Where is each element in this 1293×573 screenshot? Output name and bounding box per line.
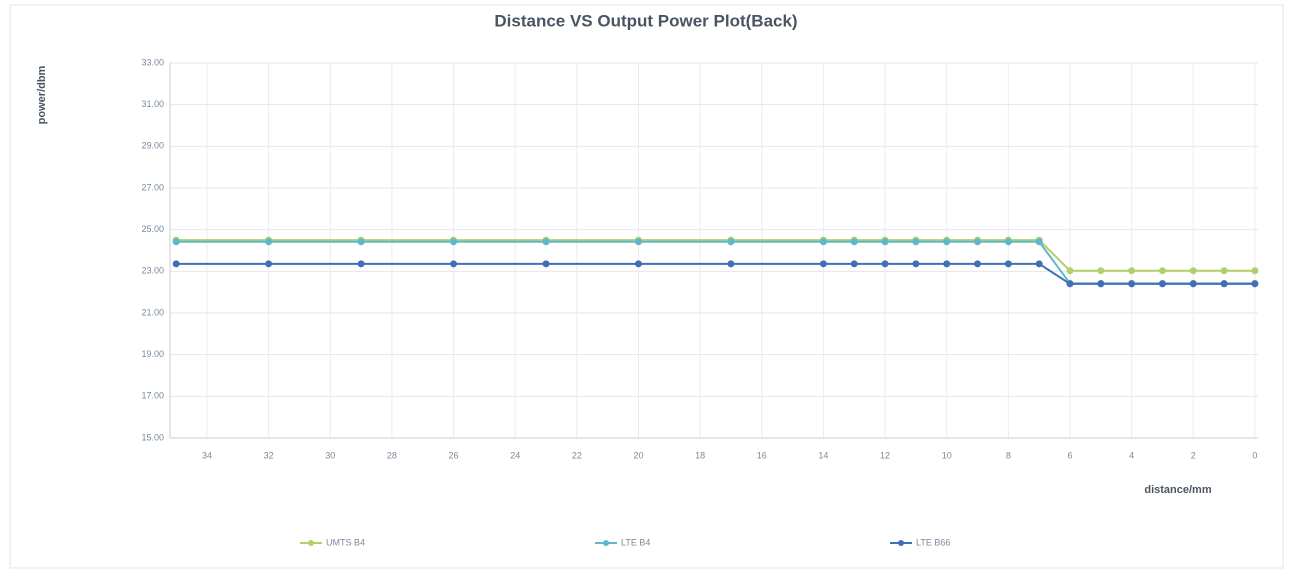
legend-marker <box>898 540 904 546</box>
data-point <box>1097 280 1105 288</box>
data-point <box>974 238 982 246</box>
data-point <box>1035 260 1043 268</box>
data-point <box>634 260 642 268</box>
series-line <box>176 240 1255 285</box>
y-tick-label: 15.00 <box>141 432 164 442</box>
data-point <box>1004 238 1012 246</box>
y-tick-label: 33.00 <box>141 57 164 67</box>
x-tick-label: 12 <box>880 450 890 460</box>
data-point <box>850 260 858 268</box>
data-point <box>542 238 550 246</box>
data-point <box>265 238 273 246</box>
legend-marker <box>603 540 609 546</box>
data-point <box>1035 238 1043 246</box>
x-tick-label: 14 <box>818 450 828 460</box>
data-point <box>727 260 735 268</box>
y-tick-label: 21.00 <box>141 307 164 317</box>
y-tick-label: 17.00 <box>141 391 164 401</box>
legend-label: UMTS B4 <box>326 537 365 547</box>
data-point <box>727 238 735 246</box>
data-point <box>1251 280 1259 288</box>
chart-border <box>9 4 1284 569</box>
data-point <box>1128 267 1136 275</box>
x-tick-label: 20 <box>633 450 643 460</box>
data-point <box>542 260 550 268</box>
data-point <box>1189 280 1197 288</box>
y-tick-label: 27.00 <box>141 182 164 192</box>
x-tick-label: 28 <box>387 450 397 460</box>
data-point <box>819 260 827 268</box>
data-point <box>1220 267 1228 275</box>
data-point <box>943 260 951 268</box>
data-point <box>357 260 365 268</box>
data-point <box>450 260 458 268</box>
legend-label: LTE B66 <box>916 537 950 547</box>
x-tick-label: 24 <box>510 450 520 460</box>
data-point <box>943 238 951 246</box>
legend-label: LTE B4 <box>621 537 650 547</box>
x-tick-label: 0 <box>1252 450 1257 460</box>
y-tick-label: 31.00 <box>141 99 164 109</box>
y-axis-label: power/dbm <box>36 65 48 124</box>
data-point <box>1128 280 1136 288</box>
data-point <box>172 260 180 268</box>
data-point <box>1158 280 1166 288</box>
x-tick-label: 2 <box>1191 450 1196 460</box>
data-point <box>819 238 827 246</box>
y-tick-label: 19.00 <box>141 349 164 359</box>
legend-marker <box>308 540 314 546</box>
data-point <box>1066 280 1074 288</box>
x-tick-label: 30 <box>325 450 335 460</box>
data-point <box>634 238 642 246</box>
series-line <box>176 239 1255 272</box>
chart-title: Distance VS Output Power Plot(Back) <box>494 11 797 30</box>
data-point <box>1097 267 1105 275</box>
data-point <box>1220 280 1228 288</box>
data-point <box>1004 260 1012 268</box>
data-point <box>850 238 858 246</box>
data-point <box>1189 267 1197 275</box>
data-point <box>1158 267 1166 275</box>
data-point <box>881 238 889 246</box>
data-point <box>912 260 920 268</box>
x-tick-label: 26 <box>449 450 459 460</box>
x-tick-label: 34 <box>202 450 212 460</box>
y-tick-label: 29.00 <box>141 141 164 151</box>
data-point <box>450 238 458 246</box>
data-point <box>357 238 365 246</box>
x-tick-label: 8 <box>1006 450 1011 460</box>
y-tick-label: 23.00 <box>141 266 164 276</box>
x-tick-label: 32 <box>264 450 274 460</box>
x-tick-label: 6 <box>1067 450 1072 460</box>
x-tick-label: 4 <box>1129 450 1134 460</box>
y-tick-label: 25.00 <box>141 224 164 234</box>
x-tick-label: 16 <box>757 450 767 460</box>
data-point <box>265 260 273 268</box>
data-point <box>172 238 180 246</box>
data-point <box>912 238 920 246</box>
data-point <box>881 260 889 268</box>
x-tick-label: 18 <box>695 450 705 460</box>
data-point <box>1066 267 1074 275</box>
data-point <box>1251 267 1259 275</box>
x-axis-label: distance/mm <box>1144 484 1211 496</box>
series-line <box>176 262 1255 285</box>
x-tick-label: 22 <box>572 450 582 460</box>
data-point <box>974 260 982 268</box>
x-tick-label: 10 <box>942 450 952 460</box>
